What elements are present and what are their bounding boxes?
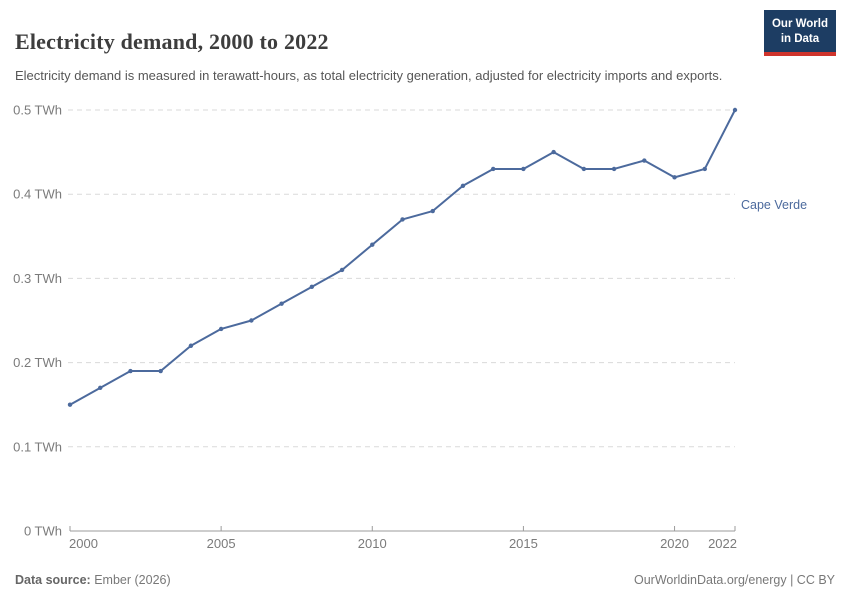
data-point xyxy=(309,284,315,290)
x-tick-label: 2022 xyxy=(708,536,737,551)
y-tick-label: 0.2 TWh xyxy=(13,355,62,370)
data-point xyxy=(551,149,556,155)
data-point xyxy=(188,343,194,348)
data-point xyxy=(400,217,405,222)
y-tick-label: 0.4 TWh xyxy=(13,187,62,202)
data-point xyxy=(279,301,284,306)
data-point xyxy=(158,368,163,374)
data-point xyxy=(249,318,254,323)
data-source: Data source: Ember (2026) xyxy=(15,573,171,587)
owid-logo-line2: in Data xyxy=(780,32,820,45)
owid-logo[interactable]: Our World in Data xyxy=(763,10,836,56)
series-end-label[interactable]: Cape Verde xyxy=(741,198,808,212)
chart-subtitle: Electricity demand is measured in terawa… xyxy=(15,68,723,83)
x-tick-label: 2005 xyxy=(207,536,236,551)
data-point xyxy=(460,183,466,188)
data-point xyxy=(581,166,587,172)
license-link[interactable]: OurWorldinData.org/energy | CC BY xyxy=(633,573,835,587)
data-point xyxy=(430,208,435,214)
data-point xyxy=(521,166,526,172)
y-tick-label: 0.1 TWh xyxy=(13,439,62,454)
y-tick-label: 0 TWh xyxy=(24,524,62,539)
data-point xyxy=(98,385,103,391)
owid-logo-line1: Our World xyxy=(771,18,828,30)
x-tick-label: 2010 xyxy=(358,536,387,551)
data-point xyxy=(702,166,707,172)
data-point xyxy=(67,402,73,407)
chart-title: Electricity demand, 2000 to 2022 xyxy=(15,28,329,54)
data-point xyxy=(642,158,647,163)
x-tick-label: 2020 xyxy=(660,536,689,551)
chart-area: 0 TWh 0.1 TWh 0.2 TWh 0.3 TWh 0.4 TWh 0.5 TWh… xyxy=(0,95,850,555)
data-line xyxy=(69,109,736,406)
data-point xyxy=(611,166,617,172)
data-source-label: Data source: xyxy=(15,573,91,587)
y-tick-label: 0.5 TWh xyxy=(13,103,62,118)
data-point xyxy=(218,326,224,332)
data-point xyxy=(370,242,375,247)
x-tick-label: 2000 xyxy=(69,536,98,551)
y-tick-label: 0.3 TWh xyxy=(13,271,62,286)
data-point xyxy=(490,166,496,172)
line-chart[interactable]: 0 TWh 0.1 TWh 0.2 TWh 0.3 TWh 0.4 TWh 0.5 TWh… xyxy=(0,95,850,555)
data-point xyxy=(339,267,345,273)
data-point xyxy=(672,175,677,180)
chart-footer: Data source: Ember (2026) OurWorldinData… xyxy=(15,573,835,587)
data-source-value: Ember (2026) xyxy=(94,573,171,587)
data-point xyxy=(732,107,738,113)
data-point xyxy=(128,368,133,374)
x-tick-label: 2015 xyxy=(509,536,538,551)
